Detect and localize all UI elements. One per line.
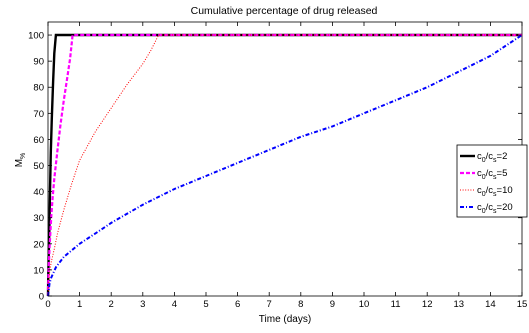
y-tick-label: 70 bbox=[33, 109, 44, 120]
x-tick-label: 9 bbox=[330, 299, 335, 310]
series-0 bbox=[46, 33, 522, 297]
series-2 bbox=[47, 34, 522, 297]
y-tick-label: 40 bbox=[33, 187, 44, 198]
x-tick-label: 13 bbox=[454, 299, 465, 310]
y-tick-label: 30 bbox=[33, 213, 44, 224]
legend-label-0: c0/cs=2 bbox=[477, 151, 507, 164]
tick-layer: 0 1 2 3 4 5 6 7 8 9 10 11 12 13 14 15010203040506070809… bbox=[28, 22, 527, 310]
y-tick-label: 90 bbox=[33, 57, 44, 68]
x-tick-label: 3 bbox=[140, 299, 145, 310]
y-tick-label: 60 bbox=[33, 135, 44, 146]
x-tick-label: 7 bbox=[267, 299, 272, 310]
series-line-2 bbox=[47, 34, 522, 297]
legend-label-2: c0/cs=10 bbox=[477, 185, 513, 198]
y-axis-title: M% bbox=[14, 153, 27, 168]
legend-label-3: c0/cs=20 bbox=[477, 202, 513, 215]
x-tick-label: 8 bbox=[298, 299, 303, 310]
series-line-1 bbox=[46, 33, 522, 297]
x-tick-label: 2 bbox=[109, 299, 114, 310]
series-line-3 bbox=[47, 34, 523, 297]
x-tick-label: 12 bbox=[422, 299, 433, 310]
y-tick-label: 80 bbox=[33, 83, 44, 94]
series-layer bbox=[46, 33, 523, 297]
x-tick-label: 6 bbox=[235, 299, 240, 310]
series-line-0 bbox=[46, 33, 522, 297]
y-tick-label: 10 bbox=[33, 265, 44, 276]
x-tick-label: 0 bbox=[45, 299, 50, 310]
x-tick-label: 1 bbox=[77, 299, 82, 310]
plot-frame bbox=[47, 21, 523, 297]
y-tick-label: 20 bbox=[33, 239, 44, 250]
series-3 bbox=[47, 34, 523, 297]
y-tick-label: 100 bbox=[28, 31, 44, 42]
x-axis-title: Time (days) bbox=[259, 314, 311, 325]
x-tick-label: 5 bbox=[203, 299, 208, 310]
y-tick-label: 50 bbox=[33, 161, 44, 172]
y-tick-label: 0 bbox=[39, 292, 44, 303]
x-tick-label: 11 bbox=[391, 299, 401, 310]
x-tick-label: 14 bbox=[485, 299, 496, 310]
x-tick-label: 10 bbox=[359, 299, 370, 310]
series-1 bbox=[46, 33, 522, 297]
x-tick-label: 15 bbox=[517, 299, 528, 310]
x-tick-label: 4 bbox=[172, 299, 177, 310]
legend: c0/cs=2 c0/cs=5 c0/cs=10 c0/cs=20 bbox=[456, 144, 528, 218]
chart-title: Cumulative percentage of drug released bbox=[191, 5, 378, 17]
legend-label-1: c0/cs=5 bbox=[477, 168, 507, 181]
